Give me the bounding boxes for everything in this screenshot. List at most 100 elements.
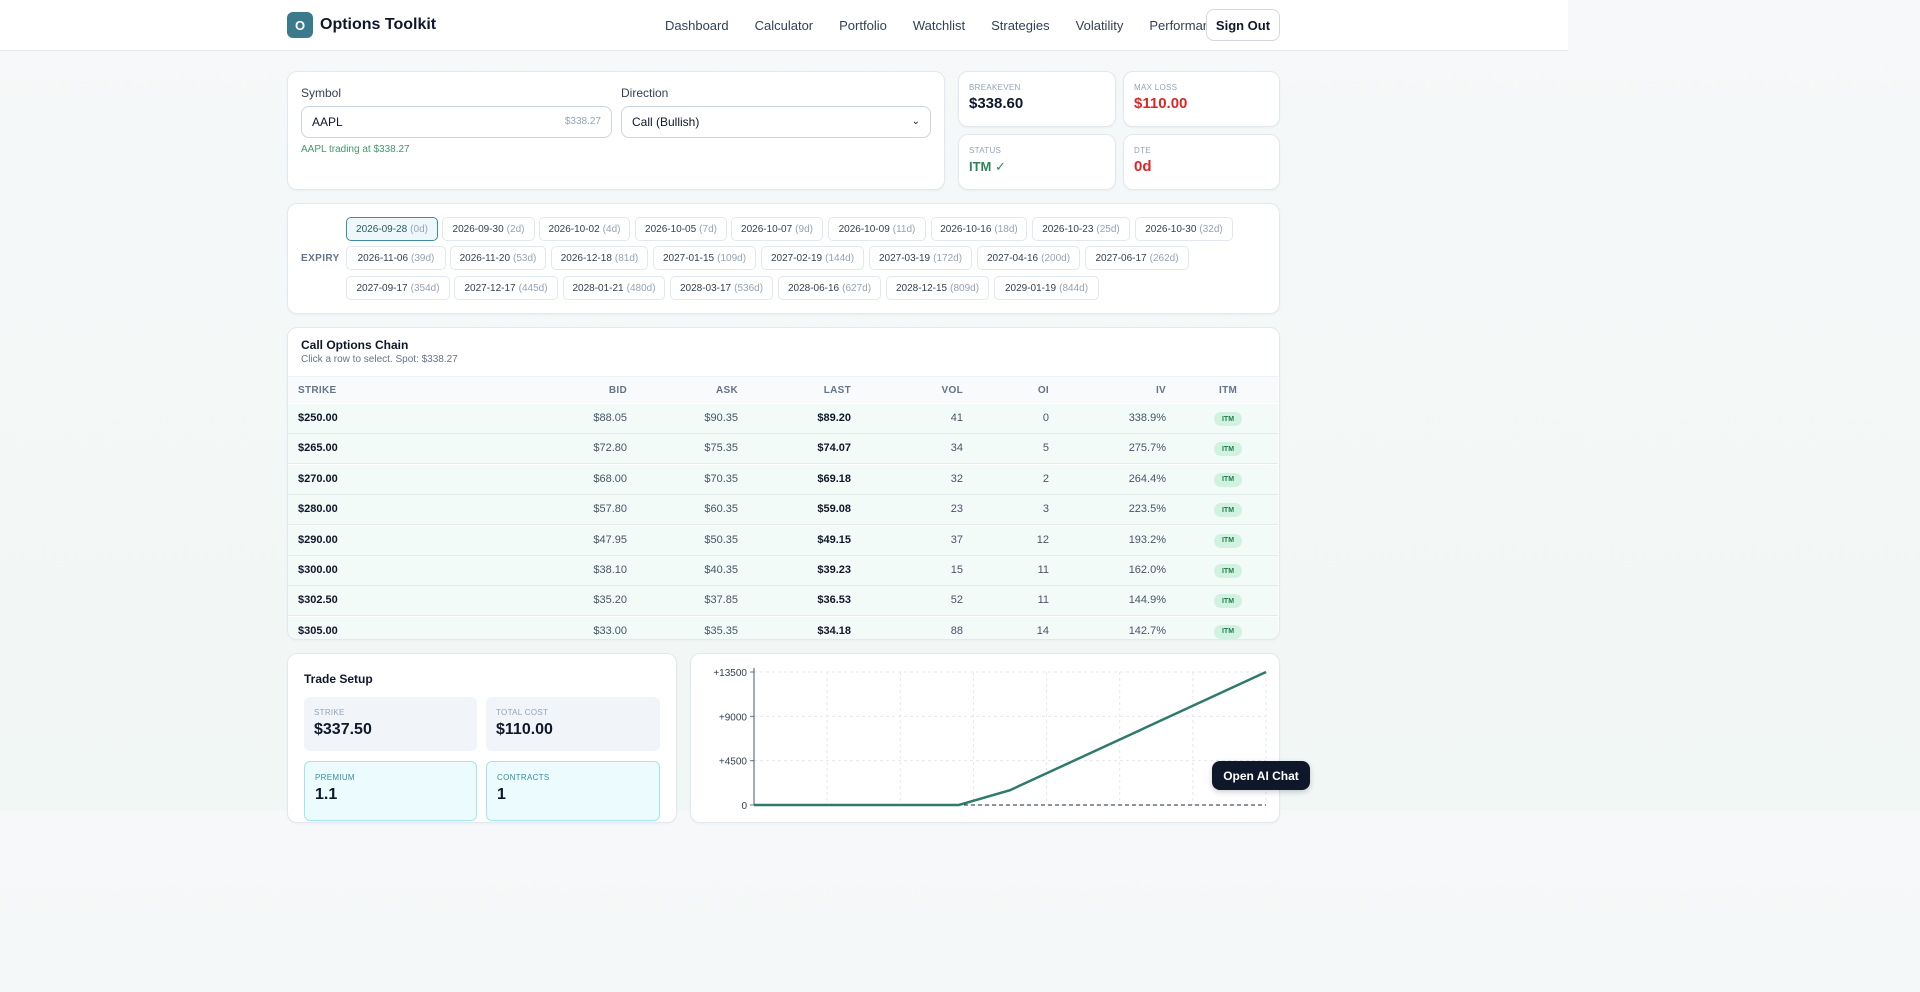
col-last[interactable]: LAST	[823, 385, 851, 396]
expiry-days: (4d)	[602, 223, 621, 235]
strike-cell: $270.00	[298, 472, 338, 485]
stat-breakeven: BREAKEVEN $338.60	[958, 71, 1116, 127]
table-row[interactable]: $302.50 $35.20 $37.85 $36.53 52 11 144.9% ITM	[288, 586, 1278, 617]
expiry-chip[interactable]: 2027-02-19 (144d)	[761, 246, 864, 270]
expiry-days: (7d)	[699, 223, 717, 235]
brand[interactable]: O Options Toolkit	[287, 12, 436, 38]
col-itm[interactable]: ITM	[1219, 385, 1238, 396]
top-navbar: O Options Toolkit Dashboard Calculator P…	[0, 0, 1568, 51]
expiry-chip[interactable]: 2027-03-19 (172d)	[869, 246, 972, 270]
expiry-chip[interactable]: 2026-11-20 (53d)	[450, 246, 546, 270]
ask-cell: $75.35	[704, 442, 738, 455]
expiry-chip[interactable]: 2026-10-07 (9d)	[731, 217, 823, 241]
expiry-chip[interactable]: 2028-06-16 (627d)	[778, 276, 881, 300]
table-row[interactable]: $300.00 $38.10 $40.35 $39.23 15 11 162.0% ITM	[288, 556, 1278, 586]
expiry-days: (844d)	[1059, 282, 1089, 294]
col-oi[interactable]: OI	[1037, 385, 1049, 396]
nav-watchlist[interactable]: Watchlist	[912, 18, 966, 33]
premium-value: 1.1	[315, 786, 338, 803]
itm-badge: ITM	[1214, 624, 1242, 639]
expiry-chip[interactable]: 2026-10-02 (4d)	[539, 217, 630, 241]
expiry-chip[interactable]: 2028-01-21 (480d)	[563, 276, 665, 300]
col-vol[interactable]: VOL	[941, 385, 963, 396]
bid-cell: $68.00	[593, 472, 627, 485]
expiry-date: 2026-12-18	[560, 252, 612, 264]
bid-cell: $72.80	[593, 442, 627, 455]
stat-dte: DTE 0d	[1123, 134, 1280, 190]
expiry-chip[interactable]: 2029-01-19 (844d)	[994, 276, 1099, 300]
nav-calculator[interactable]: Calculator	[754, 18, 814, 33]
expiry-chip[interactable]: 2026-10-23 (25d)	[1032, 217, 1130, 241]
expiry-chip[interactable]: 2026-09-30 (2d)	[442, 217, 535, 241]
bid-cell: $35.20	[593, 594, 627, 607]
vol-cell: 15	[950, 564, 963, 576]
oi-cell: 11	[1037, 564, 1049, 576]
last-cell: $59.08	[817, 503, 851, 516]
vol-cell: 32	[950, 472, 963, 485]
open-ai-chat-button[interactable]: Open AI Chat	[1212, 761, 1310, 790]
expiry-chip[interactable]: 2026-09-28 (0d)	[346, 217, 438, 241]
strike-cell: $305.00	[298, 624, 338, 637]
expiry-chip[interactable]: 2026-12-18 (81d)	[551, 246, 648, 270]
expiry-date: 2027-06-17	[1095, 252, 1147, 264]
oi-cell: 14	[1036, 624, 1049, 637]
iv-cell: 144.9%	[1128, 594, 1166, 607]
last-cell: $39.23	[817, 564, 851, 576]
last-cell: $69.18	[817, 472, 851, 485]
sign-out-button[interactable]: Sign Out	[1206, 9, 1280, 41]
expiry-chip[interactable]: 2026-10-05 (7d)	[635, 217, 727, 241]
iv-cell: 193.2%	[1128, 533, 1166, 546]
vol-cell: 23	[950, 503, 963, 516]
table-row[interactable]: $250.00 $88.05 $90.35 $89.20 41 0 338.9% ITM	[288, 404, 1278, 434]
symbol-value: AAPL	[312, 115, 343, 129]
iv-cell: 275.7%	[1128, 442, 1166, 455]
expiry-date: 2026-10-23	[1042, 223, 1094, 235]
nav-portfolio[interactable]: Portfolio	[839, 18, 887, 33]
iv-cell: 264.4%	[1128, 472, 1166, 485]
col-bid[interactable]: BID	[608, 385, 627, 396]
col-strike[interactable]: STRIKE	[298, 385, 337, 396]
payoff-chart: +13500 +9000 +4500 0	[713, 668, 1267, 812]
premium-input[interactable]: PREMIUM 1.1	[304, 761, 477, 821]
expiry-chip[interactable]: 2026-10-30 (32d)	[1135, 217, 1233, 241]
expiry-chip[interactable]: 2028-03-17 (536d)	[670, 276, 773, 300]
direction-select[interactable]: Call (Bullish) ⌄	[621, 106, 931, 138]
table-row[interactable]: $290.00 $47.95 $50.35 $49.15 37 12 193.2% ITM	[288, 525, 1278, 556]
nav-volatility[interactable]: Volatility	[1075, 18, 1124, 33]
ask-cell: $70.35	[704, 472, 738, 485]
expiry-chip[interactable]: 2026-10-16 (18d)	[931, 217, 1027, 241]
nav-strategies[interactable]: Strategies	[991, 18, 1050, 33]
contracts-label: CONTRACTS	[497, 773, 550, 782]
nav-dashboard[interactable]: Dashboard	[665, 18, 729, 33]
expiry-chip[interactable]: 2026-10-09 (11d)	[828, 217, 926, 241]
symbol-input[interactable]: AAPL $338.27	[301, 106, 612, 138]
expiry-chip[interactable]: 2027-06-17 (262d)	[1085, 246, 1189, 270]
nav-performance[interactable]: Performance	[1149, 18, 1224, 33]
expiry-chip[interactable]: 2028-12-15 (809d)	[886, 276, 989, 300]
col-iv[interactable]: IV	[1155, 385, 1166, 396]
expiry-chip[interactable]: 2027-12-17 (445d)	[454, 276, 558, 300]
y-tick-label: +4500	[719, 757, 748, 768]
table-row[interactable]: $265.00 $72.80 $75.35 $74.07 34 5 275.7% ITM	[288, 434, 1278, 465]
expiry-chip[interactable]: 2027-01-15 (109d)	[653, 246, 756, 270]
last-cell: $36.53	[817, 594, 851, 607]
expiry-chip[interactable]: 2026-11-06 (39d)	[346, 246, 446, 270]
strike-cell: $265.00	[298, 442, 338, 455]
strike-label: STRIKE	[314, 708, 345, 717]
chevron-down-icon: ⌄	[911, 116, 920, 127]
stat-status: STATUS ITM ✓	[958, 134, 1116, 190]
expiry-date: 2026-11-20	[459, 252, 511, 264]
expiry-date: 2027-01-15	[662, 252, 715, 264]
expiry-chip[interactable]: 2027-09-17 (354d)	[346, 276, 450, 300]
table-row[interactable]: $305.00 $33.00 $35.35 $34.18 88 14 142.7% ITM	[288, 616, 1278, 639]
expiry-chip[interactable]: 2027-04-16 (200d)	[977, 246, 1080, 270]
expiry-date: 2026-10-05	[645, 223, 697, 235]
table-row[interactable]: $270.00 $68.00 $70.35 $69.18 32 2 264.4% ITM	[288, 464, 1278, 495]
col-ask[interactable]: ASK	[715, 385, 738, 396]
expiry-days: (480d)	[626, 282, 656, 294]
expiry-date: 2027-12-17	[464, 282, 516, 294]
contracts-input[interactable]: CONTRACTS 1	[486, 761, 660, 821]
bid-cell: $47.95	[593, 533, 627, 546]
table-row[interactable]: $280.00 $57.80 $60.35 $59.08 23 3 223.5% ITM	[288, 495, 1278, 526]
oi-cell: 2	[1042, 472, 1049, 485]
